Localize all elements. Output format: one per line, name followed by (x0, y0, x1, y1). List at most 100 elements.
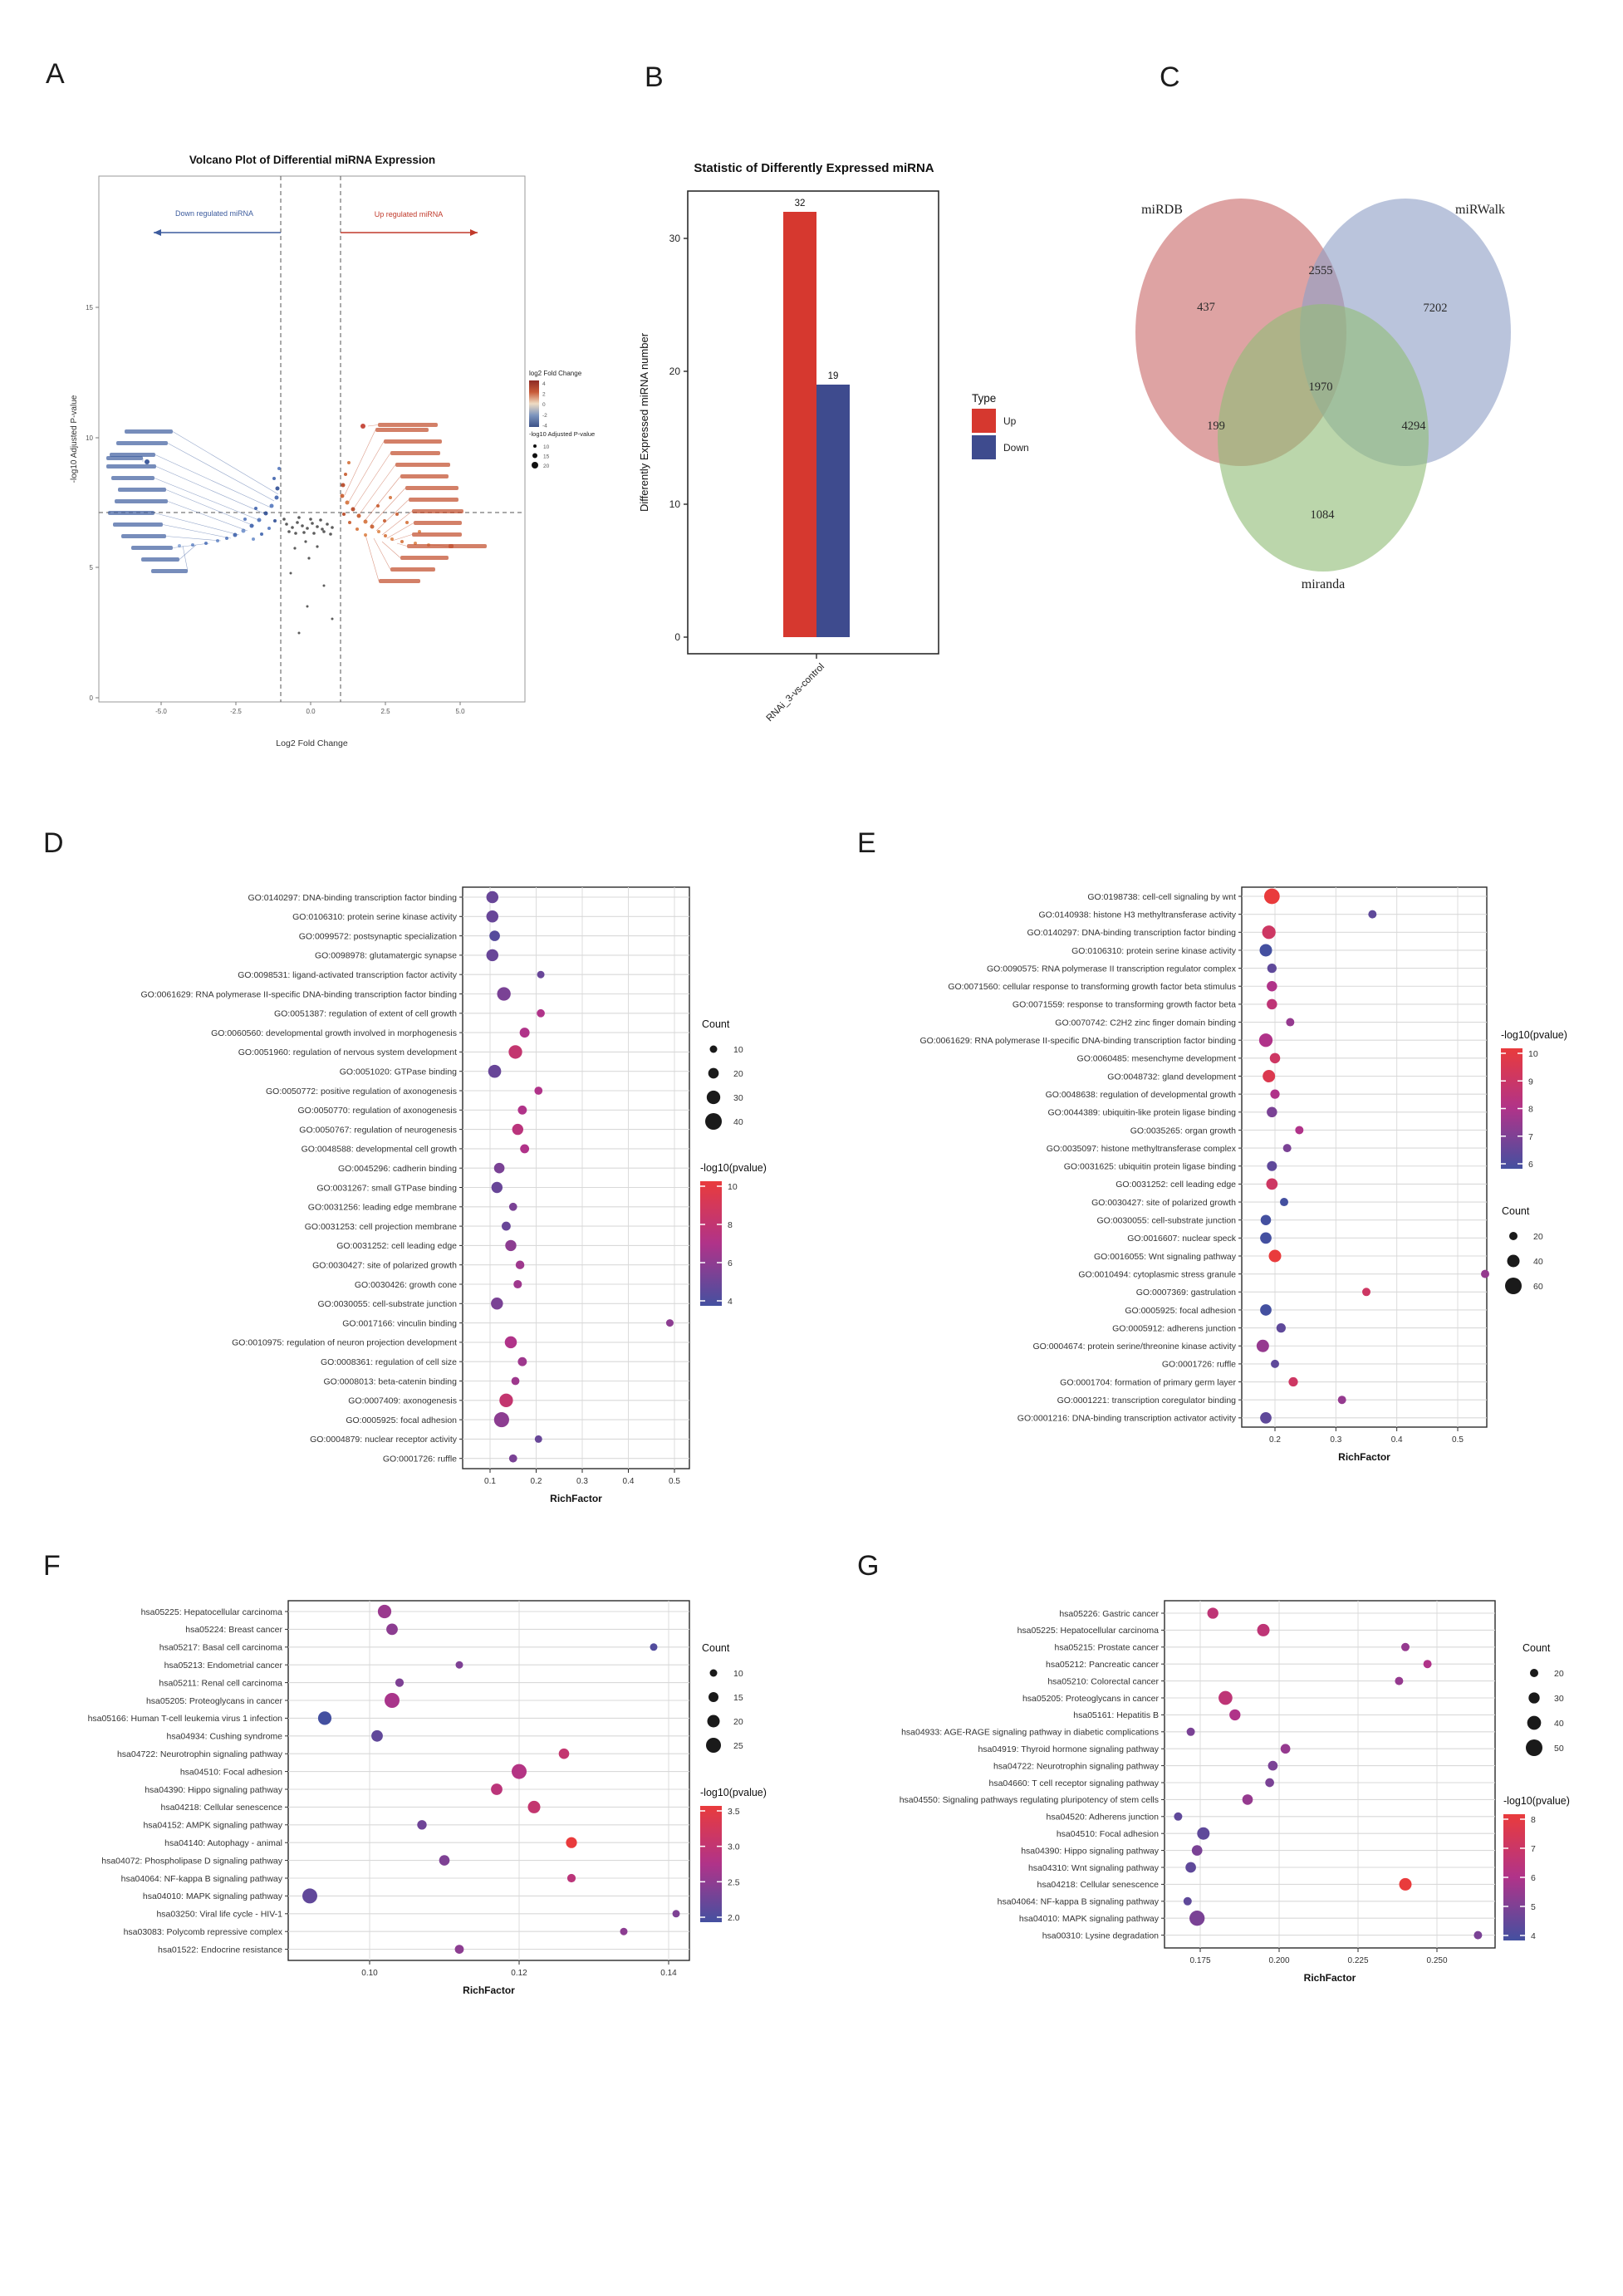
term-label: hsa05224: Breast cancer (185, 1625, 282, 1635)
count-legend-title: Count (702, 1642, 730, 1654)
y-tick-label: 0 (90, 694, 94, 702)
data-point (347, 461, 351, 464)
term-label: hsa05210: Colorectal cancer (1047, 1676, 1159, 1686)
mirna-name-label (395, 463, 450, 467)
term-label: GO:0044389: ubiquitin-like protein ligas… (1048, 1108, 1237, 1118)
enrichment-dot (455, 1661, 463, 1669)
label-leader-line (154, 454, 272, 508)
data-point (293, 547, 297, 550)
enrichment-dot (1268, 1249, 1282, 1263)
x-tick-label: 0.1 (484, 1477, 496, 1486)
data-point (322, 584, 326, 587)
data-point (296, 521, 299, 524)
venn-count: 199 (1207, 419, 1225, 433)
mirna-name-label (111, 476, 154, 480)
label-leader-line (429, 544, 449, 547)
term-label: hsa04934: Cushing syndrome (166, 1732, 282, 1742)
data-point (340, 493, 345, 498)
x-axis-title: RichFactor (1338, 1451, 1390, 1463)
term-label: GO:0140297: DNA-binding transcription fa… (248, 893, 457, 903)
enrichment-dot (1263, 888, 1280, 905)
enrichment-dot (537, 970, 545, 979)
enrichment-dot (1280, 1198, 1288, 1207)
enrichment-dot (1242, 1794, 1253, 1805)
term-label: GO:0007369: gastrulation (1136, 1288, 1236, 1298)
label-leader-line (381, 541, 401, 558)
bar-legend-title: Type (972, 392, 996, 405)
mirna-name-label (412, 509, 463, 513)
y-tick-label: 5 (90, 564, 94, 572)
enrichment-dot (1259, 944, 1272, 957)
term-label: hsa04933: AGE-RAGE signaling pathway in … (901, 1728, 1159, 1738)
enrichment-dot (511, 1376, 520, 1386)
panel-label-b: B (645, 61, 664, 93)
data-point (291, 526, 294, 529)
term-label: hsa04310: Wnt signaling pathway (1028, 1863, 1160, 1873)
enrichment-dot (505, 1239, 517, 1252)
count-legend-dot (705, 1113, 722, 1130)
enrichment-dot (486, 890, 499, 904)
label-leader-line (375, 499, 409, 532)
enrichment-dot (665, 1319, 674, 1327)
pvalue-legend-label: 10 (728, 1182, 738, 1192)
panel-label-c: C (1160, 61, 1180, 93)
term-label: GO:0004674: protein serine/threonine kin… (1032, 1342, 1236, 1352)
enrichment-dot (1174, 1812, 1183, 1821)
data-point (191, 543, 194, 547)
enrichment-dot (508, 1202, 517, 1211)
enrichment-dot (1473, 1931, 1483, 1940)
venn-count: 2555 (1309, 264, 1333, 277)
data-point (370, 524, 375, 529)
mirna-name-label (405, 486, 458, 490)
term-label: hsa04064: NF-kappa B signaling pathway (121, 1874, 283, 1884)
enrichment-dot (1258, 1033, 1273, 1047)
enrichment-dot (1423, 1660, 1432, 1669)
term-label: GO:0030055: cell-substrate junction (317, 1299, 457, 1309)
term-label: GO:0060485: mesenchyme development (1077, 1054, 1237, 1064)
term-label: GO:0017166: vinculin binding (342, 1318, 457, 1328)
data-point (356, 513, 361, 518)
enrichment-dot (491, 1298, 503, 1310)
data-point (316, 525, 319, 528)
term-label: GO:0045296: cadherin binding (338, 1164, 457, 1174)
x-tick-label: 0.2 (531, 1477, 542, 1486)
arrowhead (154, 229, 161, 236)
x-tick-label: 0.3 (1330, 1435, 1341, 1445)
enrichment-dot (1189, 1911, 1205, 1926)
term-label: hsa04010: MAPK signaling pathway (143, 1891, 283, 1901)
enrichment-dot (512, 1764, 527, 1779)
count-legend-dot (709, 1692, 718, 1702)
bar-value-label: 32 (795, 199, 806, 209)
term-label: hsa05205: Proteoglycans in cancer (1022, 1694, 1160, 1704)
volcano-color-legend-tick: 0 (542, 402, 546, 408)
term-label: hsa05215: Prostate cancer (1055, 1643, 1160, 1653)
enrichment-dot (302, 1888, 317, 1904)
enrichment-dot (534, 1435, 542, 1443)
x-tick-label: 0.12 (511, 1969, 527, 1978)
x-tick-label: 0.10 (361, 1969, 378, 1978)
mirna-name-label (409, 498, 458, 502)
term-label: GO:0106310: protein serine kinase activi… (292, 912, 458, 922)
enrichment-dot (489, 930, 500, 941)
data-point (267, 527, 271, 530)
enrichment-dot (672, 1910, 680, 1918)
pvalue-legend-label: 6 (1528, 1160, 1533, 1170)
enrichment-dot (1267, 1106, 1277, 1118)
enrichment-dot (1267, 998, 1277, 1010)
legend-label-up: Up (1003, 415, 1017, 427)
term-label: hsa04390: Hippo signaling pathway (1021, 1846, 1160, 1856)
enrichment-dot (1276, 1322, 1286, 1333)
data-point (263, 511, 268, 516)
data-point (307, 557, 311, 560)
enrichment-dot (395, 1678, 405, 1687)
volcano-color-legend-tick: -4 (542, 423, 547, 429)
count-legend-dot (706, 1090, 721, 1105)
count-legend-dot (1509, 1232, 1518, 1240)
count-legend-label: 20 (1533, 1232, 1543, 1242)
volcano-color-legend-tick: 2 (542, 392, 546, 398)
count-legend-label: 25 (733, 1741, 743, 1751)
data-point (282, 518, 286, 521)
term-label: GO:0035097: histone methyltransferase co… (1047, 1144, 1237, 1154)
term-label: GO:0090575: RNA polymerase II transcript… (987, 964, 1237, 974)
